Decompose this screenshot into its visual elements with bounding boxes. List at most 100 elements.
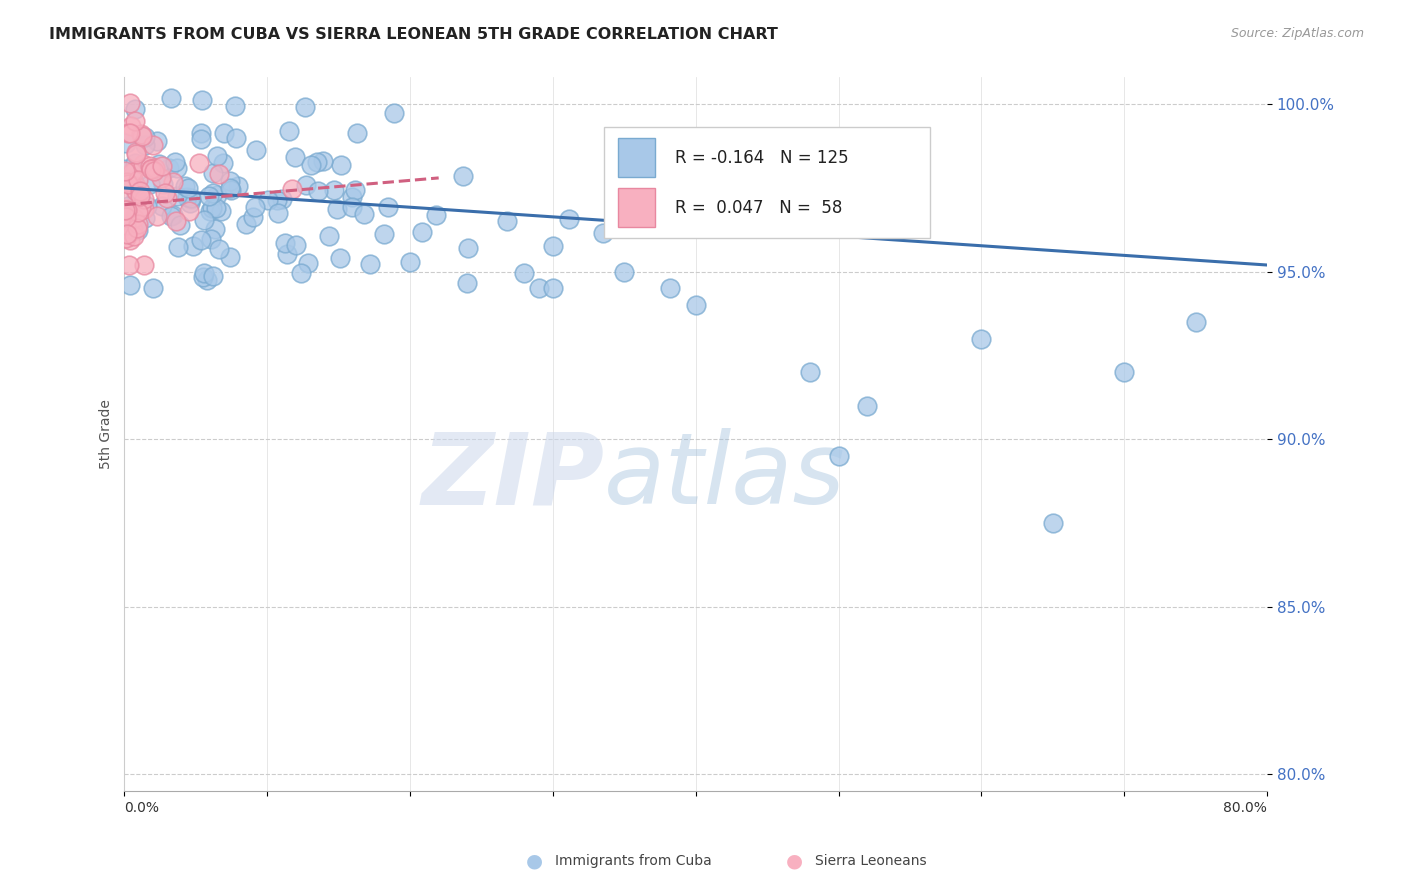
Point (1042, 516, 1064, 530)
Point (377, 200, 399, 214)
Y-axis label: 5th Grade: 5th Grade (100, 400, 114, 469)
Point (118, 258, 141, 272)
Point (115, 202, 138, 216)
Point (827, 449, 849, 463)
Point (592, 227, 614, 241)
Text: Immigrants from Cuba: Immigrants from Cuba (555, 854, 711, 868)
Point (307, 184, 329, 198)
Text: atlas: atlas (605, 428, 846, 525)
Point (179, 196, 201, 211)
Point (382, 106, 405, 120)
Point (176, 190, 198, 204)
Point (201, 201, 224, 215)
Point (114, 164, 136, 178)
Point (125, 185, 148, 199)
Point (134, 211, 156, 225)
Point (143, 163, 166, 178)
Point (558, 211, 581, 226)
Point (456, 276, 478, 290)
Point (799, 365, 821, 379)
Point (284, 151, 307, 165)
Point (266, 193, 288, 207)
Text: ZIP: ZIP (422, 428, 605, 525)
Point (200, 232, 222, 246)
Point (284, 238, 307, 252)
Point (970, 332, 993, 346)
Point (124, 114, 146, 128)
Point (411, 225, 433, 239)
Point (200, 204, 222, 219)
Point (124, 102, 146, 116)
Point (150, 171, 173, 186)
Point (148, 157, 170, 171)
Point (245, 200, 267, 214)
Text: Sierra Leoneans: Sierra Leoneans (815, 854, 927, 868)
Point (120, 119, 142, 133)
Point (191, 269, 214, 284)
Point (166, 161, 188, 175)
Point (219, 174, 242, 188)
Point (235, 217, 257, 231)
Point (128, 184, 150, 198)
Point (208, 242, 231, 256)
Point (205, 149, 228, 163)
Point (204, 222, 226, 236)
Point (139, 162, 162, 177)
Point (124, 156, 146, 170)
Point (114, 230, 136, 244)
Point (121, 165, 143, 179)
Point (425, 208, 447, 222)
Point (212, 156, 235, 170)
Point (167, 240, 190, 254)
Point (212, 126, 235, 140)
Point (162, 208, 184, 222)
Point (177, 204, 200, 219)
Point (856, 399, 879, 413)
Point (152, 177, 174, 191)
Point (129, 200, 152, 214)
Point (457, 242, 479, 256)
Point (122, 165, 145, 179)
Point (117, 175, 139, 189)
Point (146, 134, 169, 148)
Point (121, 178, 143, 192)
Point (120, 95, 142, 110)
Point (495, 214, 517, 228)
Point (340, 189, 363, 203)
Point (122, 211, 145, 226)
Point (117, 177, 139, 191)
Point (181, 239, 204, 253)
Point (143, 161, 166, 175)
Point (513, 266, 536, 280)
Point (159, 209, 181, 223)
Text: R = -0.164   N = 125: R = -0.164 N = 125 (675, 149, 849, 167)
Point (118, 191, 141, 205)
Point (142, 281, 165, 295)
Point (195, 273, 218, 287)
Point (122, 228, 145, 243)
Point (121, 174, 143, 188)
Point (326, 202, 349, 216)
Text: R =  0.047   N =  58: R = 0.047 N = 58 (675, 199, 842, 217)
Bar (619, 188, 655, 227)
Point (340, 200, 363, 214)
Point (1184, 315, 1206, 329)
Point (115, 227, 138, 241)
Point (329, 159, 352, 173)
Point (658, 281, 681, 295)
Point (373, 227, 395, 241)
Point (191, 93, 214, 107)
Point (541, 239, 564, 253)
Point (150, 199, 173, 213)
Point (127, 223, 149, 237)
Point (115, 161, 138, 176)
Point (294, 100, 316, 114)
Point (114, 218, 136, 232)
FancyBboxPatch shape (605, 128, 929, 238)
Point (219, 181, 242, 195)
Point (153, 186, 176, 200)
Point (169, 218, 191, 232)
Point (312, 154, 335, 169)
Point (165, 155, 187, 169)
Point (190, 233, 212, 247)
